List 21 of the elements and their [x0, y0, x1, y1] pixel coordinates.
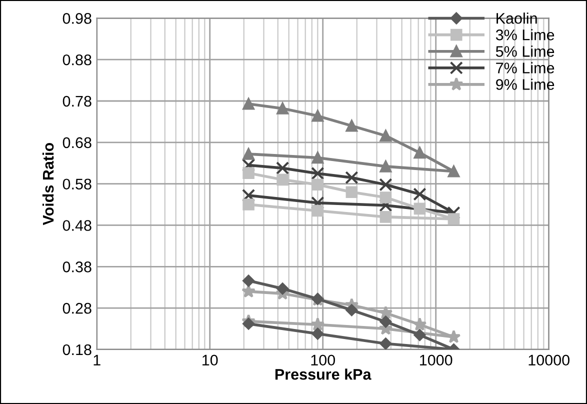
legend-label: 7% Lime — [496, 62, 554, 74]
y-tick-label: 0.28 — [62, 302, 92, 314]
y-tick-label: 0.68 — [62, 137, 92, 148]
y-axis-title: Voids Ratio — [42, 142, 54, 226]
y-tick-label: 0.48 — [62, 220, 92, 231]
y-tick-label: 0.18 — [62, 344, 92, 356]
x-tick-label: 10 — [202, 354, 218, 366]
y-tick-label: 0.38 — [62, 262, 92, 272]
legend-label: 9% Lime — [496, 78, 554, 90]
y-tick-label: 0.98 — [62, 13, 92, 24]
legend-label: 5% Lime — [496, 46, 554, 57]
y-tick-label: 0.58 — [62, 178, 92, 190]
x-tick-label: 1000 — [420, 354, 452, 366]
x-tick-label: 1 — [94, 354, 100, 366]
x-tick-label: 100 — [311, 354, 335, 366]
x-tick-label: 10000 — [528, 354, 570, 366]
legend-label: 3% Lime — [496, 29, 554, 40]
y-tick-label: 0.88 — [62, 54, 92, 66]
legend-label: Kaolin — [496, 12, 537, 24]
y-tick-label: 0.78 — [62, 96, 92, 107]
x-axis-title: Pressure kPa — [275, 368, 372, 380]
